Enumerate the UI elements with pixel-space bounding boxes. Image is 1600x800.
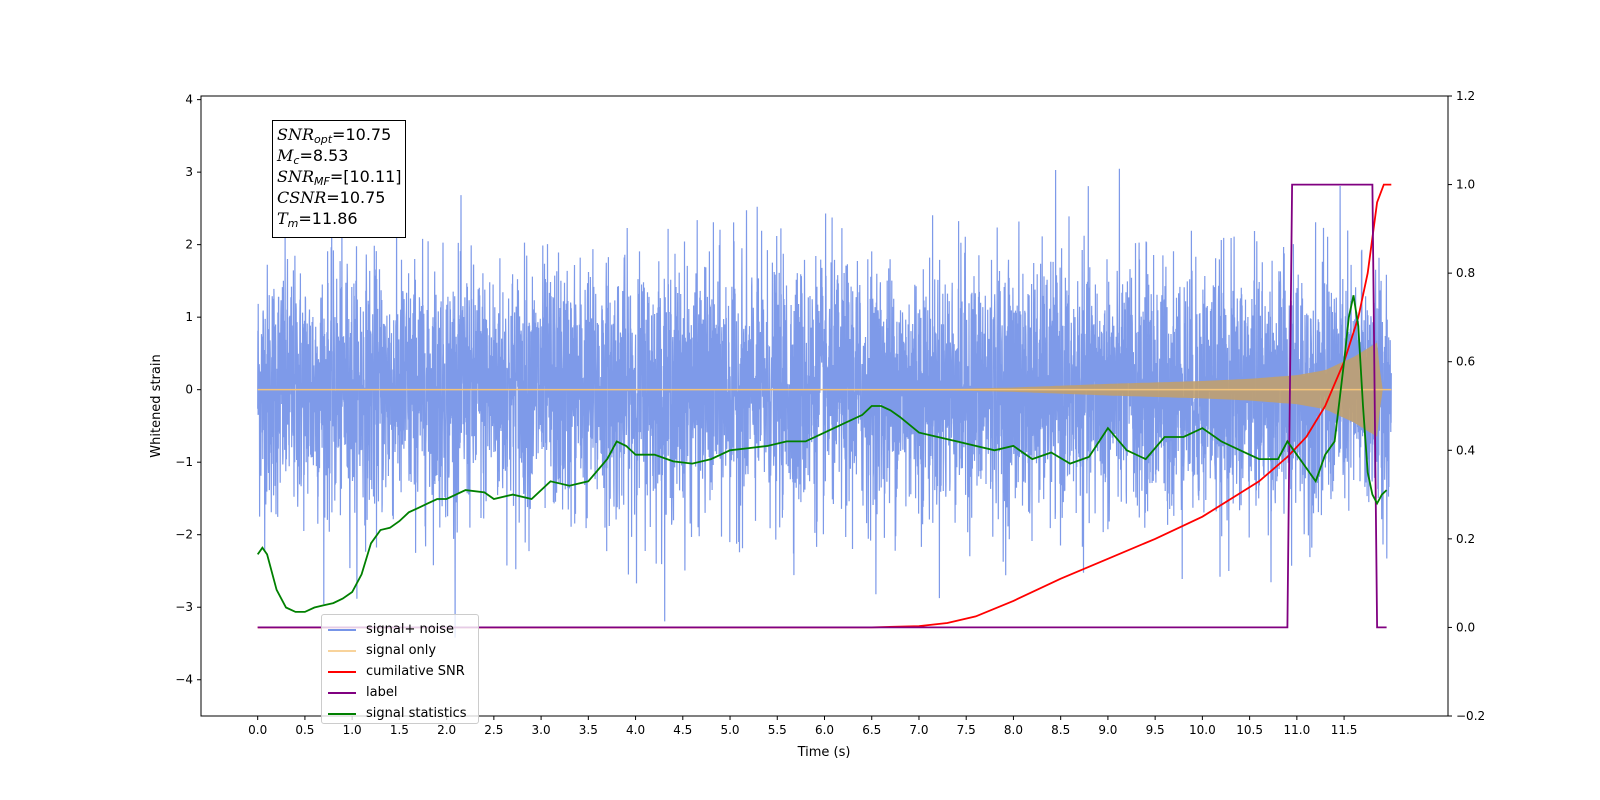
- legend-swatch: [328, 712, 356, 715]
- annotation-line: Mc=8.53: [277, 145, 401, 166]
- y2-tick-label: −0.2: [1456, 709, 1485, 723]
- x-tick-label: 11.5: [1331, 723, 1358, 737]
- x-tick-label: 5.5: [768, 723, 787, 737]
- x-tick-label: 6.0: [815, 723, 834, 737]
- annotation-subscript: opt: [314, 133, 333, 146]
- y2-tick-label: 0.2: [1456, 532, 1475, 546]
- signal-series: [257, 342, 1392, 437]
- x-tick-label: 5.0: [720, 723, 739, 737]
- signal-statistics-line: [256, 295, 1388, 613]
- annotation-symbol: T: [277, 209, 288, 228]
- y-tick-label: 4: [185, 93, 193, 107]
- legend-label: cumilative SNR: [366, 664, 465, 679]
- annotation-subscript: MF: [314, 175, 330, 188]
- y2-tick-label: 0.4: [1456, 443, 1475, 457]
- legend-label: signal statistics: [366, 706, 467, 721]
- y-tick-label: 2: [185, 238, 193, 252]
- label-line: [257, 183, 1387, 629]
- legend-item: cumilative SNR: [328, 661, 478, 682]
- y-tick-label: −1: [175, 455, 193, 469]
- x-tick-label: 2.5: [484, 723, 503, 737]
- legend-item: signal only: [328, 640, 478, 661]
- legend-label: label: [366, 685, 398, 700]
- legend-swatch: [328, 691, 356, 694]
- right-axis-series: [256, 183, 1392, 629]
- x-tick-label: 2.0: [437, 723, 456, 737]
- annotation-value: =8.53: [299, 146, 349, 165]
- y-tick-label: 0: [185, 383, 193, 397]
- noise-series: [257, 168, 1392, 638]
- annotation-subscript: m: [287, 217, 299, 230]
- annotation-line: SNRopt=10.75: [277, 124, 401, 145]
- y2-tick-label: 0.6: [1456, 355, 1475, 369]
- legend-item: label: [328, 682, 478, 703]
- annotation-value: =10.75: [326, 188, 386, 207]
- stats-annotation-box: SNRopt=10.75 Mc=8.53 SNRMF=[10.11] CSNR=…: [272, 120, 406, 238]
- x-tick-label: 1.5: [390, 723, 409, 737]
- legend-swatch: [328, 670, 356, 673]
- cumilative-snr-line: [257, 183, 1392, 629]
- y2-tick-label: 1.2: [1456, 89, 1475, 103]
- y-tick-label: −3: [175, 600, 193, 614]
- y2-tick-label: 1.0: [1456, 178, 1475, 192]
- x-tick-label: 9.5: [1146, 723, 1165, 737]
- x-axis-label: Time (s): [797, 745, 851, 760]
- legend: signal+ noise signal only cumilative SNR…: [321, 614, 479, 724]
- annotation-symbol: M: [277, 146, 294, 165]
- x-tick-label: 7.0: [909, 723, 928, 737]
- x-tick-label: 10.5: [1236, 723, 1263, 737]
- x-tick-label: 1.0: [343, 723, 362, 737]
- annotation-line: Tm=11.86: [277, 208, 401, 229]
- legend-swatch: [328, 628, 356, 631]
- legend-label: signal only: [366, 643, 437, 658]
- x-tick-label: 0.0: [248, 723, 267, 737]
- x-tick-label: 9.0: [1098, 723, 1117, 737]
- x-tick-label: 3.0: [532, 723, 551, 737]
- x-tick-label: 8.5: [1051, 723, 1070, 737]
- y-tick-label: 3: [185, 165, 193, 179]
- x-tick-label: 0.5: [295, 723, 314, 737]
- y-axis-label: Whitened strain: [149, 354, 164, 457]
- y2-tick-label: 0.0: [1456, 620, 1475, 634]
- annotation-value: =[10.11]: [329, 167, 402, 186]
- legend-swatch: [328, 649, 356, 652]
- y2-tick-label: 0.8: [1456, 266, 1475, 280]
- y-tick-label: −4: [175, 673, 193, 687]
- y-axis-right: −0.2 0.0 0.2 0.4 0.6 0.8 1.0 1.2: [1448, 89, 1485, 723]
- y-tick-label: 1: [185, 310, 193, 324]
- x-tick-label: 6.5: [862, 723, 881, 737]
- annotation-symbol: SNR: [277, 167, 315, 186]
- x-tick-label: 10.0: [1189, 723, 1216, 737]
- noise-line: [257, 168, 1392, 638]
- annotation-value: =11.86: [298, 209, 358, 228]
- annotation-value: =10.75: [332, 125, 392, 144]
- annotation-subscript: c: [293, 154, 300, 167]
- x-tick-label: 11.0: [1283, 723, 1310, 737]
- annotation-line: CSNR=10.75: [277, 187, 401, 208]
- x-axis: 0.0 0.5 1.0 1.5 2.0 2.5 3.0 3.5 4.0 4.5 5.0 5.5 6.0 6…: [248, 716, 1357, 737]
- annotation-symbol: SNR: [277, 125, 315, 144]
- x-tick-label: 3.5: [579, 723, 598, 737]
- annotation-line: SNRMF=[10.11]: [277, 166, 402, 188]
- x-tick-label: 8.0: [1004, 723, 1023, 737]
- annotation-symbol: CSNR: [277, 188, 327, 207]
- legend-item: signal+ noise: [328, 619, 478, 640]
- y-tick-label: −2: [175, 528, 193, 542]
- y-axis-left: −4 −3 −2 −1 0 1 2 3 4: [175, 93, 201, 687]
- legend-item: signal statistics: [328, 703, 478, 724]
- legend-label: signal+ noise: [366, 622, 455, 637]
- x-tick-label: 7.5: [957, 723, 976, 737]
- x-tick-label: 4.5: [673, 723, 692, 737]
- x-tick-label: 4.0: [626, 723, 645, 737]
